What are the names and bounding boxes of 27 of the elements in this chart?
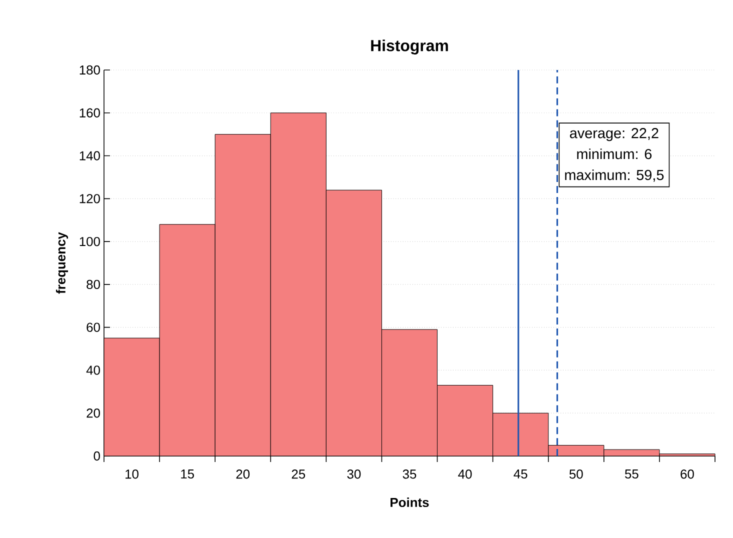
annotation: average: 22,2 xyxy=(570,128,658,142)
x-tick-label: 40 xyxy=(458,470,472,479)
y-tick-label: 120 xyxy=(80,194,100,204)
y-tick-label: 100 xyxy=(80,236,100,246)
x-tick-label: 60 xyxy=(680,470,694,479)
y-tick-label: 60 xyxy=(86,322,100,332)
y-tick-label: 0 xyxy=(94,451,100,461)
x-tick-label: 45 xyxy=(514,470,528,479)
chart-title: Histogram xyxy=(371,40,448,54)
annotation: maximum: 59,5 xyxy=(565,169,664,182)
x-axis-title: Points xyxy=(390,498,429,508)
x-tick-label: 30 xyxy=(347,470,361,479)
y-tick-label: 160 xyxy=(80,108,100,118)
x-tick-label: 20 xyxy=(236,470,250,479)
x-tick-label: 25 xyxy=(292,470,306,479)
x-tick-label: 50 xyxy=(569,470,583,479)
annotation: minimum: 6 xyxy=(577,148,652,160)
y-tick-label: 180 xyxy=(80,65,100,75)
x-tick-label: 10 xyxy=(126,470,138,479)
y-tick-label: 40 xyxy=(86,366,100,375)
y-tick-label: 80 xyxy=(86,280,100,290)
y-tick-label: 140 xyxy=(80,151,100,160)
x-tick-label: 35 xyxy=(402,470,416,479)
x-tick-label: 55 xyxy=(625,470,638,479)
x-tick-label: 15 xyxy=(181,470,194,479)
y-tick-label: 20 xyxy=(86,408,100,418)
y-axis-title: frequency xyxy=(56,232,68,294)
